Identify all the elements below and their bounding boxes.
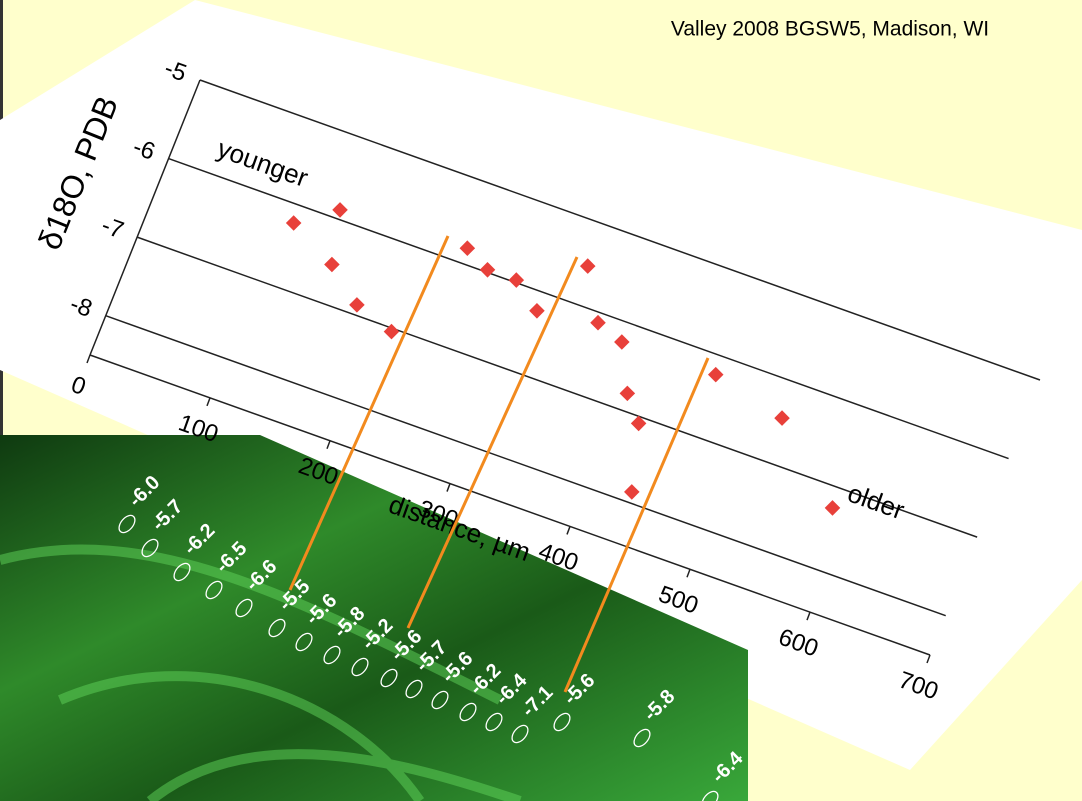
growth-bands (0, 544, 522, 801)
spot (485, 712, 503, 732)
chart-panel (0, 0, 1082, 770)
orange-line (288, 235, 450, 591)
spot (511, 724, 529, 744)
spot (205, 580, 223, 600)
spot (633, 728, 651, 748)
spot (351, 657, 369, 677)
micrograph (0, 435, 748, 801)
x-tick (86, 354, 91, 364)
spot (118, 514, 136, 534)
spot (380, 668, 398, 688)
x-tick (926, 654, 931, 664)
x-tick (446, 483, 451, 492)
grid-line (199, 79, 1041, 381)
data-point (508, 272, 525, 288)
spot (431, 690, 449, 710)
spot (405, 679, 423, 699)
spot (141, 538, 159, 558)
x-tick (566, 526, 571, 535)
spot (459, 702, 477, 722)
grid-line (105, 315, 946, 617)
grid-line (136, 236, 978, 538)
spot (173, 562, 191, 582)
x-tick (806, 611, 811, 621)
data-point (332, 202, 348, 218)
data-point (459, 240, 476, 256)
slide-title: Valley 2008 BGSW5, Madison, WI (671, 18, 989, 41)
spot (553, 712, 571, 732)
left-border (0, 0, 3, 801)
x-tick (326, 440, 331, 449)
spot (323, 645, 341, 665)
spot (235, 598, 253, 618)
grid-line (168, 157, 1009, 460)
orange-line (406, 256, 579, 629)
data-point (285, 215, 302, 231)
spot (701, 790, 719, 801)
spot (295, 632, 313, 652)
x-tick (686, 569, 691, 578)
x-axis (89, 354, 931, 656)
correlation-lines (288, 235, 710, 693)
orange-line (563, 357, 710, 693)
x-tick (206, 397, 211, 407)
spot (268, 618, 286, 638)
y-axis (89, 79, 201, 356)
